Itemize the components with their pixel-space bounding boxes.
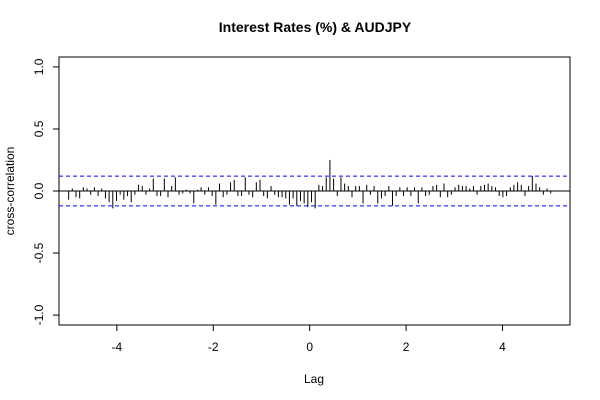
chart-title: Interest Rates (%) & AUDJPY (219, 19, 412, 35)
y-axis: -1.0 -0.5 0.0 0.5 1.0 (32, 58, 59, 325)
x-tick-label: -2 (208, 340, 219, 354)
y-axis-label: cross-correlation (3, 147, 17, 236)
ccf-spikes (68, 159, 552, 209)
x-tick-label: 0 (306, 340, 313, 354)
x-tick-label: 2 (403, 340, 410, 354)
y-tick-label: -0.5 (32, 242, 46, 263)
x-tick-label: 4 (499, 340, 506, 354)
x-tick-label: -4 (112, 340, 123, 354)
x-axis: -4 -2 0 2 4 (112, 325, 506, 354)
confidence-bounds (59, 175, 570, 207)
y-tick-label: 0.5 (32, 120, 46, 137)
y-tick-label: -1.0 (32, 304, 46, 325)
y-tick-label: 0.0 (32, 182, 46, 199)
y-tick-label: 1.0 (32, 58, 46, 75)
x-axis-label: Lag (304, 372, 324, 386)
